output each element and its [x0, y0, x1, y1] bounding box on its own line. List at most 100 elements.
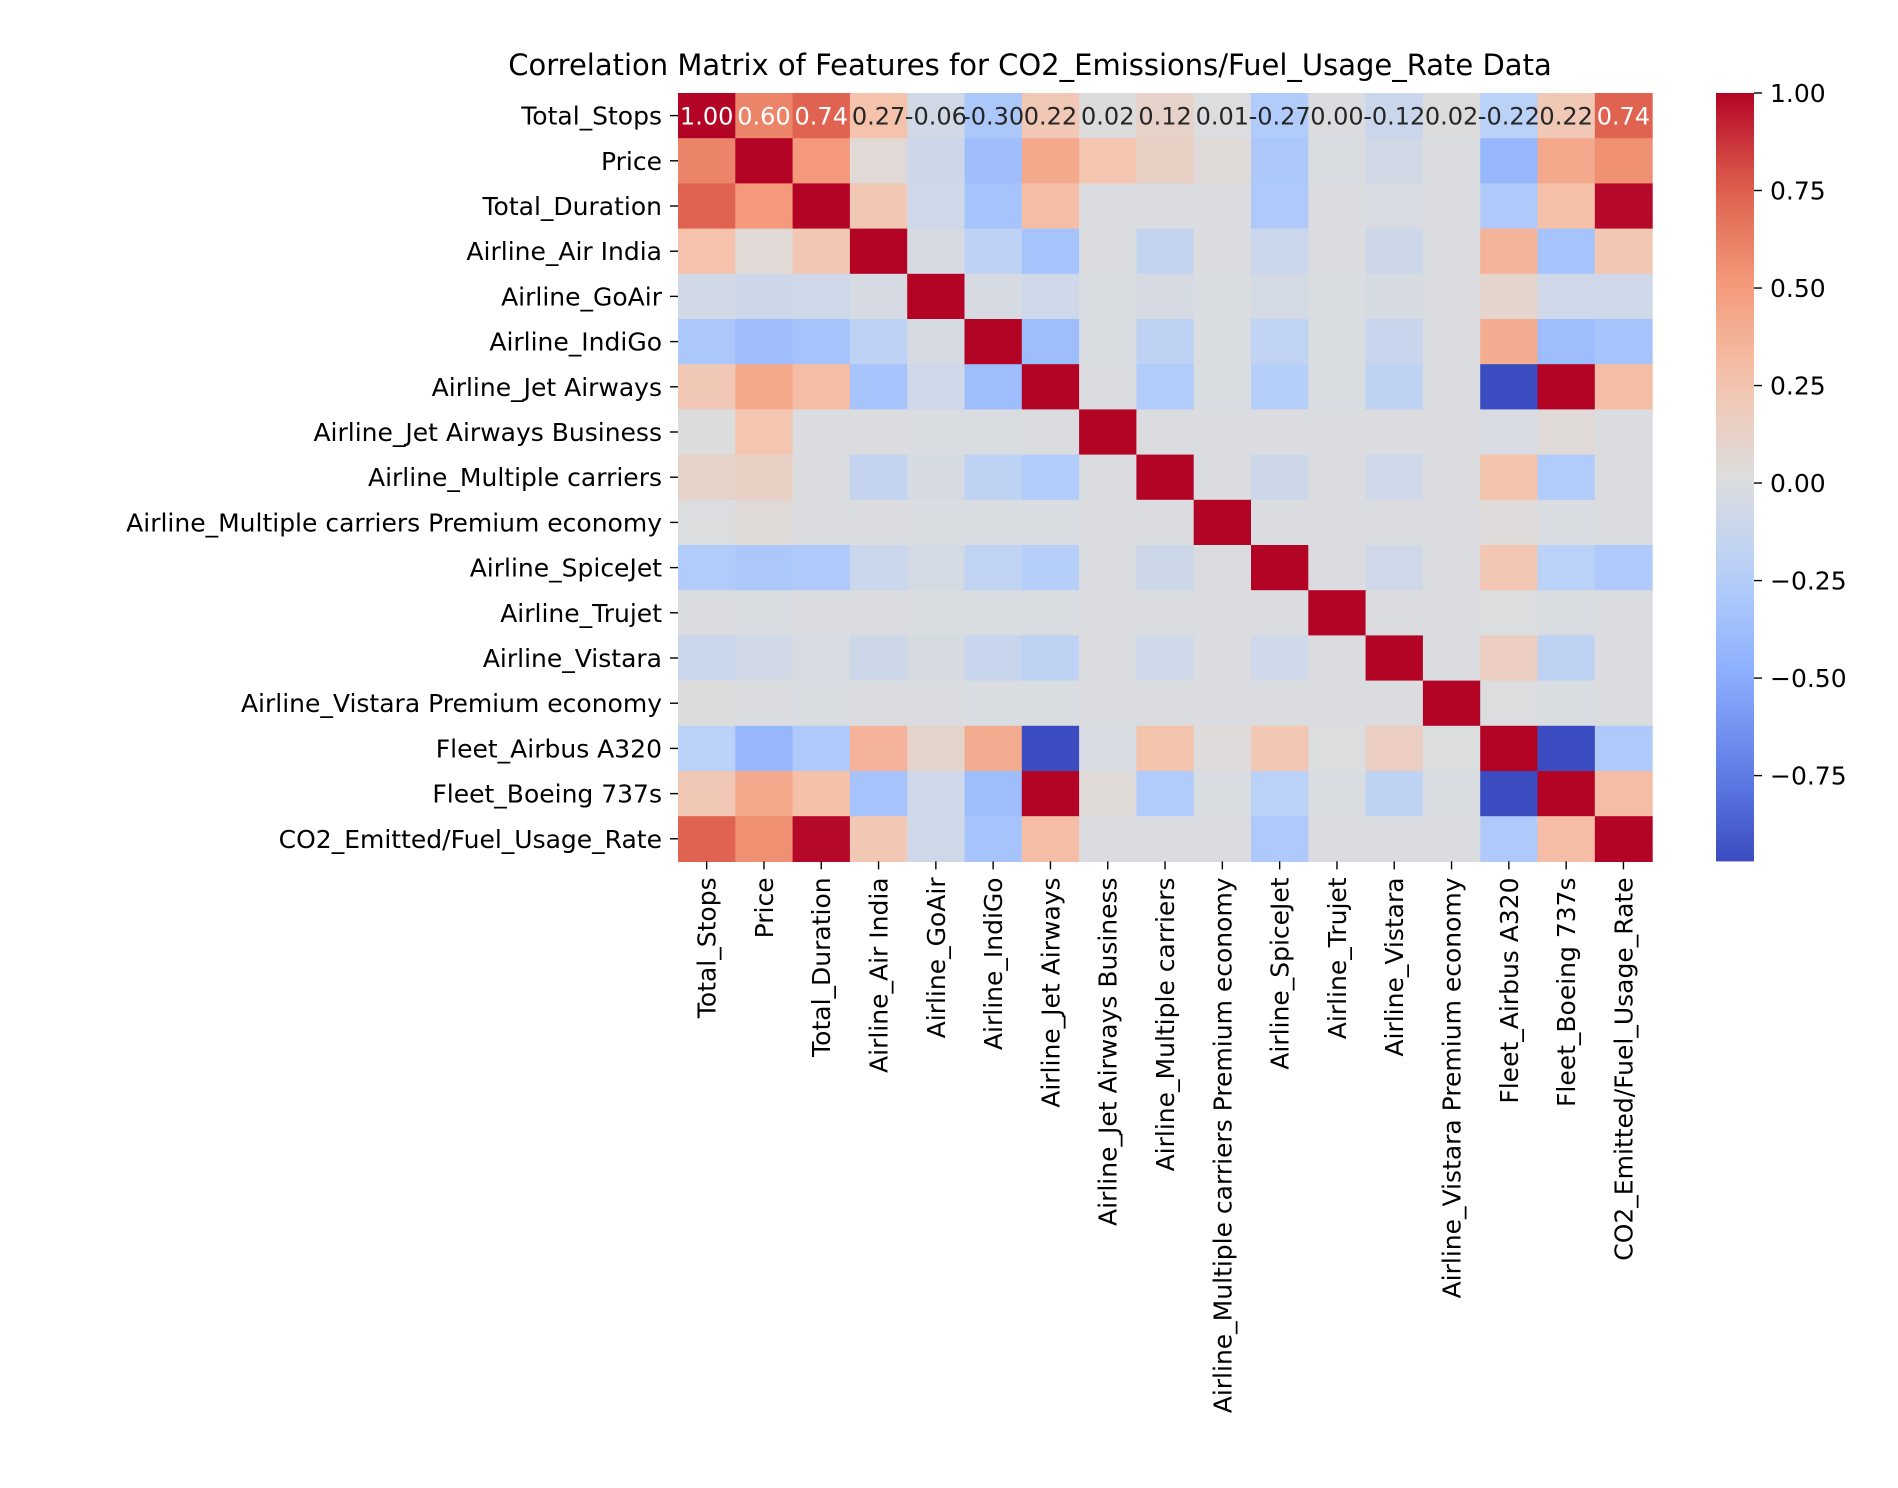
heatmap-cell: [678, 364, 736, 410]
heatmap-cell: [1251, 93, 1309, 139]
heatmap-cell: [1537, 319, 1596, 365]
heatmap-cell: [792, 138, 851, 184]
heatmap-cell: [1308, 409, 1367, 456]
heatmap-cell: [1136, 771, 1195, 817]
heatmap-cell: [907, 454, 966, 501]
heatmap-cell: [849, 93, 908, 139]
heatmap-cell: [1136, 635, 1195, 682]
heatmap-cell: [1251, 725, 1309, 772]
heatmap-cell: [1193, 183, 1252, 230]
x-tick-label: Total_Stops: [693, 877, 722, 1019]
heatmap-cell: [1251, 590, 1309, 636]
heatmap-cell: [1079, 771, 1137, 817]
colorbar-tick-label: 0.00: [1770, 469, 1826, 498]
y-tick-label: Airline_Trujet: [500, 599, 662, 628]
heatmap-cell: [1193, 499, 1252, 546]
heatmap-cell: [1480, 93, 1539, 139]
heatmap-cell: [792, 319, 851, 365]
cell-annotation: 1.00: [680, 103, 733, 131]
heatmap-cell: [1308, 93, 1367, 139]
y-tick-label: Airline_Jet Airways Business: [313, 418, 662, 447]
heatmap-cell: [1021, 590, 1080, 636]
heatmap-cell: [1308, 499, 1367, 546]
heatmap-cell: [1251, 183, 1309, 230]
y-tick-label: Airline_Air India: [466, 237, 662, 266]
heatmap-cell: [792, 545, 851, 591]
heatmap-cell: [1308, 771, 1367, 817]
heatmap-cell: [1422, 454, 1481, 501]
heatmap-cell: [678, 635, 736, 682]
heatmap-cell: [1365, 138, 1424, 184]
heatmap-cell: [1422, 228, 1481, 275]
heatmap-cell: [849, 499, 908, 546]
heatmap-cell: [1308, 183, 1367, 230]
heatmap-cell: [735, 499, 794, 546]
heatmap-cell: [964, 816, 1023, 862]
heatmap-cell: [678, 590, 736, 636]
heatmap-cell: [1021, 771, 1080, 817]
cell-annotation: -0.12: [1363, 103, 1425, 131]
heatmap-cell: [792, 771, 851, 817]
heatmap-cell: [1193, 545, 1252, 591]
heatmap-cell: [1136, 183, 1195, 230]
heatmap-cell: [1308, 228, 1367, 275]
heatmap-cell: [678, 319, 736, 365]
heatmap-cell: [1021, 409, 1080, 456]
heatmap-cell: [1308, 454, 1367, 501]
heatmap-cell: [1537, 545, 1596, 591]
heatmap-cell: [678, 409, 736, 456]
heatmap-cell: [1480, 138, 1539, 184]
heatmap-cell: [964, 771, 1023, 817]
heatmap-cell: [792, 228, 851, 275]
heatmap-cell: [1136, 454, 1195, 501]
cell-annotation: 0.22: [1024, 103, 1077, 131]
heatmap-cell: [1594, 138, 1653, 184]
heatmap-cell: [1594, 273, 1653, 320]
heatmap-cell: [849, 364, 908, 410]
heatmap-cell: [1422, 364, 1481, 410]
heatmap-cell: [964, 499, 1023, 546]
heatmap-cell: [849, 590, 908, 636]
heatmap-cell: [1480, 771, 1539, 817]
heatmap-cell: [678, 680, 736, 727]
heatmap-cell: [1193, 93, 1252, 139]
heatmap-cell: [1136, 228, 1195, 275]
heatmap-cell: [1480, 590, 1539, 636]
cell-annotation: 0.74: [1597, 103, 1650, 131]
heatmap-cell: [1251, 138, 1309, 184]
y-tick-label: Airline_Multiple carriers Premium econom…: [126, 508, 662, 537]
heatmap-cell: [1422, 273, 1481, 320]
heatmap-cell: [1537, 635, 1596, 682]
colorbar-gradient: [1716, 93, 1754, 862]
cell-annotation: 0.60: [737, 103, 790, 131]
heatmap-cell: [849, 680, 908, 727]
heatmap-cell: [1251, 545, 1309, 591]
heatmap-cell: [735, 364, 794, 410]
heatmap-cell: [1422, 771, 1481, 817]
cell-annotation: -0.27: [1249, 103, 1311, 131]
cell-annotation: 0.00: [1310, 103, 1363, 131]
heatmap-cell: [1594, 771, 1653, 817]
heatmap-cell: [1480, 228, 1539, 275]
heatmap-cell: [1079, 228, 1137, 275]
heatmap-cell: [1365, 635, 1424, 682]
heatmap-cell: [907, 499, 966, 546]
heatmap-cell: [1136, 545, 1195, 591]
heatmap-cell: [1079, 138, 1137, 184]
heatmap-cell: [907, 273, 966, 320]
heatmap-cell: [1308, 364, 1367, 410]
heatmap-cell: [1422, 816, 1481, 862]
heatmap-cell: [1422, 499, 1481, 546]
heatmap-cell: [1136, 93, 1195, 139]
heatmap-cell: [1537, 454, 1596, 501]
heatmap-cell: [1480, 635, 1539, 682]
heatmap-cell: [1537, 499, 1596, 546]
heatmap-cell: [735, 183, 794, 230]
heatmap-cell: [964, 590, 1023, 636]
y-tick-label: CO2_Emitted/Fuel_Usage_Rate: [279, 825, 662, 854]
heatmap-cell: [678, 138, 736, 184]
heatmap-cell: [907, 816, 966, 862]
heatmap-cell: [849, 635, 908, 682]
heatmap-cell: [1480, 816, 1539, 862]
heatmap-cell: [1193, 319, 1252, 365]
